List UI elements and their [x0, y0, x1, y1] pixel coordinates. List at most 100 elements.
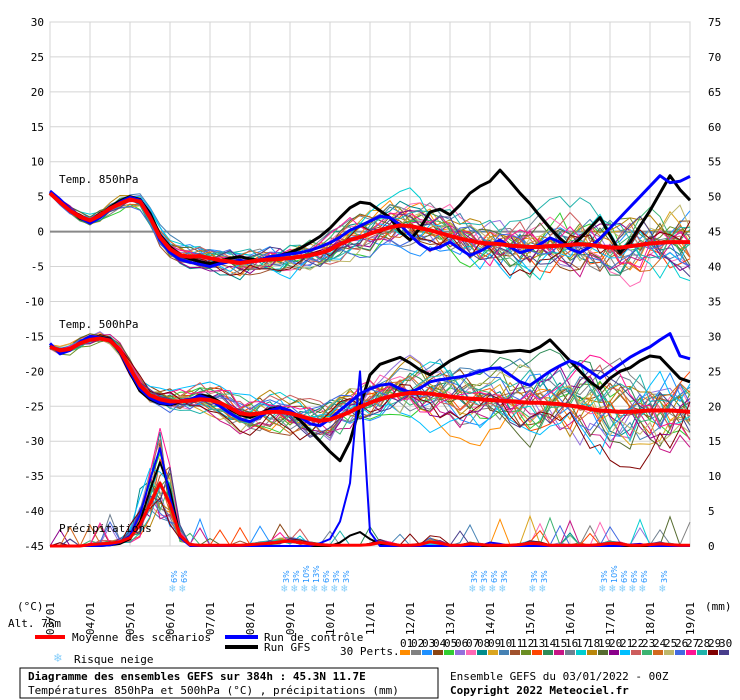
- x-tick-label: 07/01: [204, 602, 217, 635]
- member-legend-label: 19: [598, 637, 611, 650]
- member-legend-label: 04: [433, 637, 447, 650]
- mean-t850-line: [48, 191, 690, 266]
- member-legend-swatch: [400, 650, 410, 655]
- member-t500-line: [49, 336, 691, 438]
- right-tick-label: 10: [708, 470, 721, 483]
- member-legend-label: 06: [455, 637, 468, 650]
- left-axis-unit: (°C): [17, 600, 44, 613]
- member-t500-line: [49, 338, 691, 439]
- mean-t500-line: [49, 336, 691, 423]
- member-legend-swatch: [719, 650, 729, 655]
- right-tick-label: 70: [708, 51, 721, 64]
- member-legend-swatch: [708, 650, 718, 655]
- snow-risk-pct: 3%: [660, 570, 669, 583]
- member-legend-label: 23: [642, 637, 655, 650]
- right-tick-label: 65: [708, 86, 721, 99]
- member-legend-label: 30: [719, 637, 732, 650]
- member-legend-swatch: [686, 650, 696, 655]
- snowflake-icon: ❄: [479, 582, 486, 595]
- snow-risk-pct: 6%: [490, 570, 499, 583]
- panel-label-t850: Temp. 850hPa: [59, 173, 138, 186]
- member-legend-swatch: [598, 650, 608, 655]
- left-tick-label: 0: [37, 226, 44, 239]
- legend-perts-label: 30 Perts.: [340, 645, 400, 658]
- member-t850-line: [49, 187, 691, 282]
- left-tick-label: 5: [37, 191, 44, 204]
- member-legend-label: 26: [675, 637, 688, 650]
- member-legend-swatch: [543, 650, 553, 655]
- left-tick-label: 20: [31, 86, 44, 99]
- right-tick-label: 35: [708, 295, 721, 308]
- member-legend-swatch: [433, 650, 443, 655]
- snow-risk-pct: 3%: [282, 570, 291, 583]
- x-tick-label: 03/01: [44, 602, 57, 635]
- snow-risk-pct: 6%: [620, 570, 629, 583]
- snow-risk-pct: 3%: [332, 570, 341, 583]
- member-legend-label: 28: [697, 637, 710, 650]
- member-legend-swatch: [455, 650, 465, 655]
- left-tick-label: -10: [24, 295, 44, 308]
- altitude-label: Alt. 75m: [8, 617, 61, 630]
- member-legend-label: 10: [499, 637, 512, 650]
- snowflake-icon: ❄: [281, 582, 288, 595]
- member-legend-label: 17: [576, 637, 589, 650]
- snowflake-icon: ❄: [311, 582, 318, 595]
- snow-risk-pct: 6%: [180, 570, 189, 583]
- snow-risk-row: 6%❄6%❄3%❄3%❄10%❄13%❄6%❄3%❄3%❄3%❄3%❄6%❄3%…: [169, 565, 669, 595]
- left-tick-label: -45: [24, 540, 44, 553]
- member-legend-swatch: [664, 650, 674, 655]
- x-tick-label: 19/01: [684, 602, 697, 635]
- mean-precip-line: [50, 481, 690, 548]
- panel-labels: Temp. 850hPa Temp. 500hPa Précipitations: [59, 173, 152, 535]
- snow-risk-pct: 3%: [480, 570, 489, 583]
- snowflake-icon: ❄: [609, 582, 616, 595]
- snowflake-icon: ❄: [539, 582, 546, 595]
- x-tick-label: 12/01: [404, 602, 417, 635]
- member-legend-label: 16: [565, 637, 578, 650]
- member-legend-swatch: [521, 650, 531, 655]
- right-tick-label: 55: [708, 156, 721, 169]
- member-legend-label: 13: [532, 637, 545, 650]
- snowflake-icon: ❄: [341, 582, 348, 595]
- member-legend-swatch: [587, 650, 597, 655]
- snow-risk-pct: 3%: [342, 570, 351, 583]
- right-tick-label: 30: [708, 330, 721, 343]
- snowflake-icon: ❄: [301, 582, 308, 595]
- left-tick-label: -5: [31, 261, 44, 274]
- snowflake-icon: ❄: [629, 582, 636, 595]
- x-tick-label: 04/01: [84, 602, 97, 635]
- left-tick-label: -15: [24, 330, 44, 343]
- snowflake-icon: ❄: [659, 582, 666, 595]
- right-tick-label: 60: [708, 121, 721, 134]
- member-t850-line: [49, 193, 691, 276]
- member-legend-label: 21: [620, 637, 633, 650]
- legend-snow-label: Risque neige: [74, 653, 153, 666]
- left-tick-label: -35: [24, 470, 44, 483]
- right-tick-label: 40: [708, 261, 721, 274]
- footer-subtitle: Températures 850hPa et 500hPa (°C) , pré…: [28, 684, 399, 697]
- x-tick-label: 16/01: [564, 602, 577, 635]
- left-tick-label: -20: [24, 365, 44, 378]
- x-tick-label: 10/01: [324, 602, 337, 635]
- member-legend-label: 18: [587, 637, 600, 650]
- member-legend-swatch: [609, 650, 619, 655]
- axes: 302520151050-5-10-15-20-25-30-35-40-4575…: [24, 16, 721, 553]
- member-legend-label: 29: [708, 637, 721, 650]
- snow-risk-pct: 6%: [640, 570, 649, 583]
- snowflake-icon: ❄: [291, 582, 298, 595]
- member-legend-label: 12: [521, 637, 534, 650]
- legend-control-label: Run de contrôle: [264, 631, 363, 644]
- member-legend-swatch: [620, 650, 630, 655]
- x-tick-label: 08/01: [244, 602, 257, 635]
- snowflake-icon: ❄: [639, 582, 646, 595]
- member-legend-label: 22: [631, 637, 644, 650]
- x-tick-label: 18/01: [644, 602, 657, 635]
- right-tick-label: 25: [708, 365, 721, 378]
- right-tick-label: 45: [708, 226, 721, 239]
- member-legend: 0102030405060708091011121314151617181920…: [400, 637, 732, 655]
- right-tick-label: 75: [708, 16, 721, 29]
- footer-copyright: Copyright 2022 Meteociel.fr: [450, 684, 629, 697]
- snow-risk-pct: 3%: [600, 570, 609, 583]
- member-legend-label: 03: [422, 637, 435, 650]
- x-tick-label: 09/01: [284, 602, 297, 635]
